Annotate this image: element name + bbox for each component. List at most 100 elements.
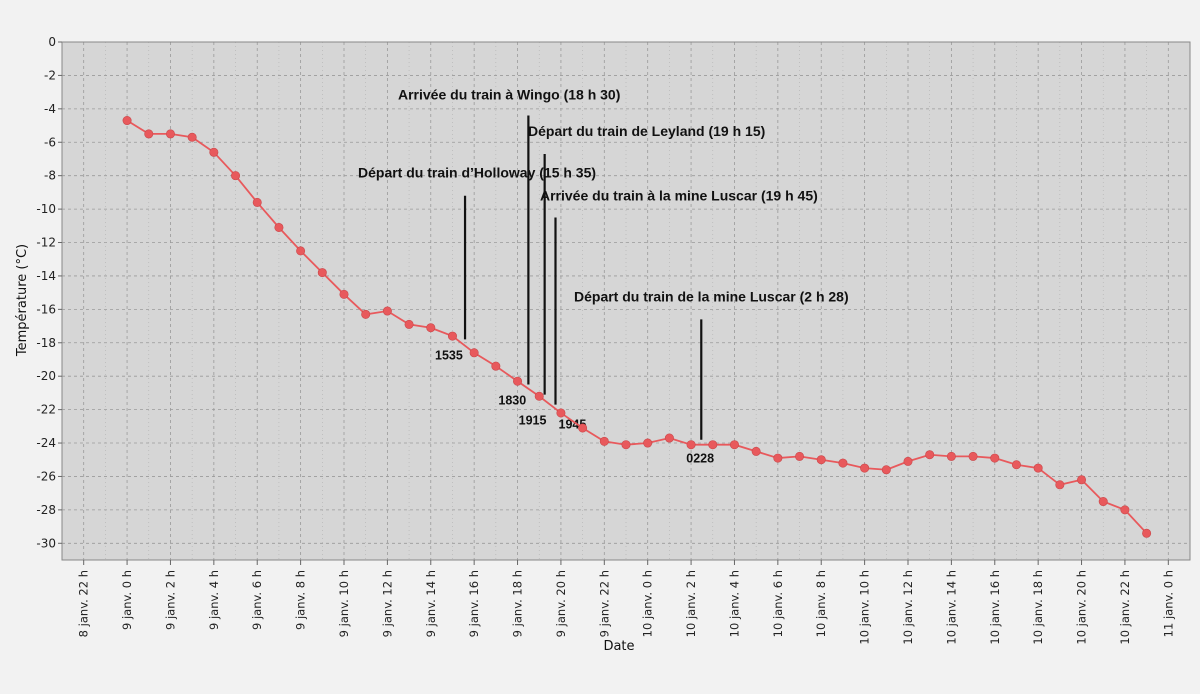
data-point	[534, 391, 544, 401]
data-point	[209, 147, 219, 157]
y-tick-label: -28	[36, 503, 56, 517]
data-point	[361, 309, 371, 319]
data-point	[1142, 528, 1152, 538]
data-point	[903, 456, 913, 466]
data-point	[946, 451, 956, 461]
x-tick-label: 8 janv. 22 h	[77, 570, 91, 637]
data-point	[664, 433, 674, 443]
data-point	[556, 408, 566, 418]
data-point	[1055, 480, 1065, 490]
annotation-label: Départ du train de la mine Luscar (2 h 2…	[574, 288, 849, 304]
data-point	[404, 319, 414, 329]
series-temperature	[122, 116, 1152, 538]
data-point	[296, 246, 306, 256]
y-tick-label: -2	[44, 68, 56, 82]
data-point	[317, 268, 327, 278]
x-tick-label: 10 janv. 0 h	[641, 570, 655, 637]
y-tick-label: -10	[36, 202, 56, 216]
x-tick-label: 9 janv. 14 h	[424, 570, 438, 637]
data-point	[838, 458, 848, 468]
annotation-time: 1915	[519, 414, 547, 428]
annotations: Départ du train d’Holloway (15 h 35) 1535…	[358, 87, 849, 466]
y-axis: 0 -2 -4 -6 -8 -10 -12 -14 -16 -18 -20 -22 -24 -26 -28 -…	[36, 35, 62, 550]
x-tick-label: 9 janv. 12 h	[380, 570, 394, 637]
x-axis-title: Date	[603, 639, 634, 654]
data-point	[1033, 463, 1043, 473]
data-point	[187, 132, 197, 142]
y-tick-label: -8	[44, 169, 56, 183]
y-tick-label: -6	[44, 135, 56, 149]
data-point	[491, 361, 501, 371]
plot-border	[61, 41, 1191, 561]
data-point	[122, 116, 132, 126]
annotation-time: 1830	[498, 394, 526, 408]
data-point	[773, 453, 783, 463]
x-tick-label: 10 janv. 14 h	[944, 570, 958, 645]
data-point	[144, 129, 154, 139]
data-point	[925, 450, 935, 460]
data-point	[1098, 497, 1108, 507]
x-tick-label: 10 janv. 4 h	[727, 570, 741, 637]
x-axis: 8 janv. 22 h 9 janv. 0 h 9 janv. 2 h 9 janv…	[77, 560, 1175, 645]
annotation-time: 1535	[435, 348, 463, 362]
annotation-time: 0228	[686, 452, 714, 466]
y-tick-label: -26	[36, 469, 56, 483]
gridlines	[62, 41, 1190, 560]
data-point	[860, 463, 870, 473]
data-point	[426, 323, 436, 333]
data-point	[795, 451, 805, 461]
data-point	[968, 451, 978, 461]
data-point	[881, 465, 891, 475]
x-tick-label: 9 janv. 2 h	[163, 570, 177, 630]
y-axis-title: Température (°C)	[15, 244, 30, 357]
y-tick-label: -12	[36, 236, 56, 250]
data-point	[643, 438, 653, 448]
y-tick-label: -18	[36, 336, 56, 350]
x-tick-label: 9 janv. 22 h	[597, 570, 611, 637]
x-tick-label: 10 janv. 16 h	[988, 570, 1002, 645]
x-tick-label: 9 janv. 10 h	[337, 570, 351, 637]
annotation-label: Arrivée du train à Wingo (18 h 30)	[398, 87, 620, 103]
data-point	[990, 453, 1000, 463]
data-point	[231, 171, 241, 181]
x-tick-label: 9 janv. 4 h	[207, 570, 221, 630]
data-point	[469, 348, 479, 358]
data-point	[274, 222, 284, 232]
y-tick-label: -24	[36, 436, 56, 450]
y-tick-label: -22	[36, 403, 56, 417]
data-point	[513, 376, 523, 386]
data-point	[686, 440, 696, 450]
annotation-label: Départ du train de Leyland (19 h 15)	[528, 123, 765, 139]
data-point	[252, 197, 262, 207]
data-point	[599, 436, 609, 446]
data-point	[447, 331, 457, 341]
x-tick-label: 10 janv. 12 h	[901, 570, 915, 645]
x-tick-label: 10 janv. 2 h	[684, 570, 698, 637]
data-point	[621, 440, 631, 450]
x-tick-label: 9 janv. 18 h	[511, 570, 525, 637]
y-tick-label: -14	[36, 269, 56, 283]
y-tick-label: -4	[44, 102, 56, 116]
plot-area	[62, 42, 1190, 560]
x-tick-label: 10 janv. 6 h	[771, 570, 785, 637]
x-tick-label: 10 janv. 20 h	[1075, 570, 1089, 645]
data-point	[578, 423, 588, 433]
y-tick-label: -30	[36, 536, 56, 550]
data-point	[1077, 475, 1087, 485]
data-point	[816, 455, 826, 465]
data-point	[382, 306, 392, 316]
y-tick-label: 0	[48, 35, 56, 49]
data-point	[165, 129, 175, 139]
annotation-label: Arrivée du train à la mine Luscar (19 h …	[540, 187, 818, 203]
x-tick-label: 10 janv. 8 h	[814, 570, 828, 637]
data-point	[1011, 460, 1021, 470]
x-tick-label: 10 janv. 18 h	[1031, 570, 1045, 645]
data-point	[339, 289, 349, 299]
x-tick-label: 9 janv. 6 h	[250, 570, 264, 630]
data-point	[708, 440, 718, 450]
data-point	[751, 446, 761, 456]
x-tick-label: 9 janv. 20 h	[554, 570, 568, 637]
y-tick-label: -16	[36, 302, 56, 316]
x-tick-label: 10 janv. 10 h	[858, 570, 872, 645]
